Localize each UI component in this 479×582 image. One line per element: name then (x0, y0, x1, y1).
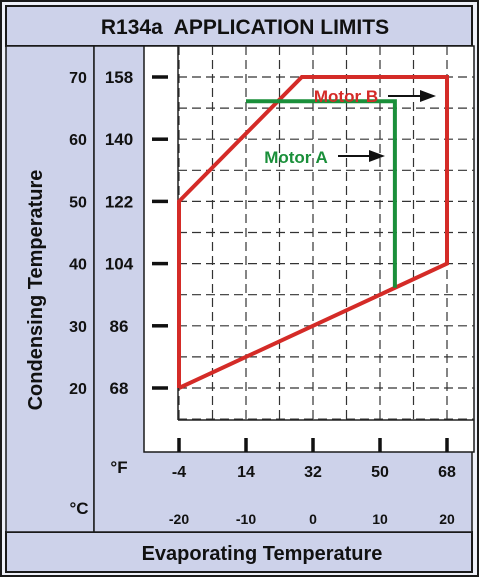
y-tick-label-c: 60 (69, 132, 87, 149)
plot-panel (143, 45, 475, 453)
y-tick-label-f: 86 (110, 317, 129, 336)
y-tick-label-f: 158 (105, 68, 133, 87)
x-tick-label-c: -10 (236, 511, 256, 527)
x-unit-f-label: °F (110, 458, 127, 477)
x-tick-label-f: 68 (438, 464, 456, 481)
chart-title: R134a APPLICATION LIMITS (101, 16, 389, 39)
series-lines (177, 75, 449, 390)
tick-labels: -4 -20 14 -10 32 0 50 10 68 20 68 20 86 30 104 40 122 50 1… (69, 68, 456, 527)
x-axis-title: Evaporating Temperature (142, 543, 383, 565)
y-tick-label-f: 140 (105, 130, 133, 149)
x-tick-label-c: 0 (309, 511, 317, 527)
motor-a-label: Motor A (264, 148, 328, 167)
x-tick-label-c: -20 (169, 511, 189, 527)
y-tick-label-c: 40 (69, 257, 87, 274)
y-tick-label-c: 20 (69, 381, 87, 398)
axis-ticks (152, 75, 449, 452)
y-tick-label-f: 104 (105, 255, 134, 274)
y-tick-label-c: 50 (69, 194, 87, 211)
motor-b-envelope (177, 75, 449, 390)
motor-b-label: Motor B (314, 87, 378, 106)
x-tick-label-f: 50 (371, 464, 389, 481)
x-tick-label-c: 10 (372, 511, 388, 527)
left-band (5, 45, 95, 533)
series-callouts: Motor B Motor A (264, 87, 436, 167)
y-tick-label-c: 30 (69, 319, 87, 336)
motor-a-arrow-head (369, 150, 385, 162)
motor-a-envelope (246, 99, 397, 288)
x-tick-label-c: 20 (439, 511, 455, 527)
x-tick-label-f: -4 (172, 464, 186, 481)
y-tick-label-f: 68 (110, 379, 129, 398)
title-bar (5, 5, 473, 47)
y-tick-label-c: 70 (69, 70, 87, 87)
x-tick-label-f: 32 (304, 464, 322, 481)
y-tick-label-f: 122 (105, 192, 133, 211)
y-axis-title: Condensing Temperature (25, 170, 47, 411)
x-unit-c-label: °C (69, 499, 88, 518)
x-tick-label-f: 14 (237, 464, 255, 481)
motor-b-arrow-head (420, 90, 436, 102)
